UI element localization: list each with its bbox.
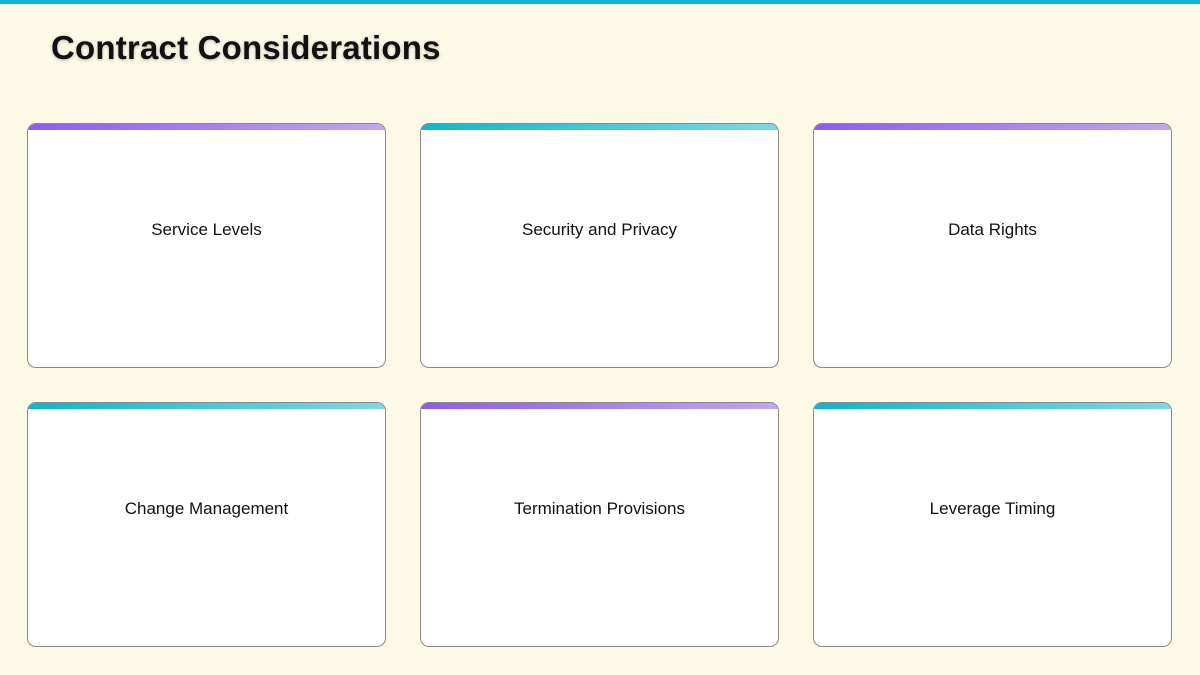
card-data-rights[interactable]: Data Rights [813,123,1172,368]
card-service-levels[interactable]: Service Levels [27,123,386,368]
card-accent-bar [421,403,778,409]
top-accent-line [0,0,1200,4]
page-title: Contract Considerations [51,29,441,66]
card-leverage-timing[interactable]: Leverage Timing [813,402,1172,647]
card-accent-bar [28,403,385,409]
card-label: Change Management [124,498,289,518]
card-change-management[interactable]: Change Management [27,402,386,647]
card-accent-bar [814,403,1171,409]
card-termination-provisions[interactable]: Termination Provisions [420,402,779,647]
card-label: Leverage Timing [929,498,1056,518]
card-accent-bar [421,124,778,130]
card-label: Security and Privacy [522,219,677,239]
card-label: Data Rights [948,219,1037,239]
card-security-and-privacy[interactable]: Security and Privacy [420,123,779,368]
card-accent-bar [814,124,1171,130]
card-label: Service Levels [151,219,262,239]
card-label: Termination Provisions [513,498,685,518]
card-accent-bar [28,124,385,130]
